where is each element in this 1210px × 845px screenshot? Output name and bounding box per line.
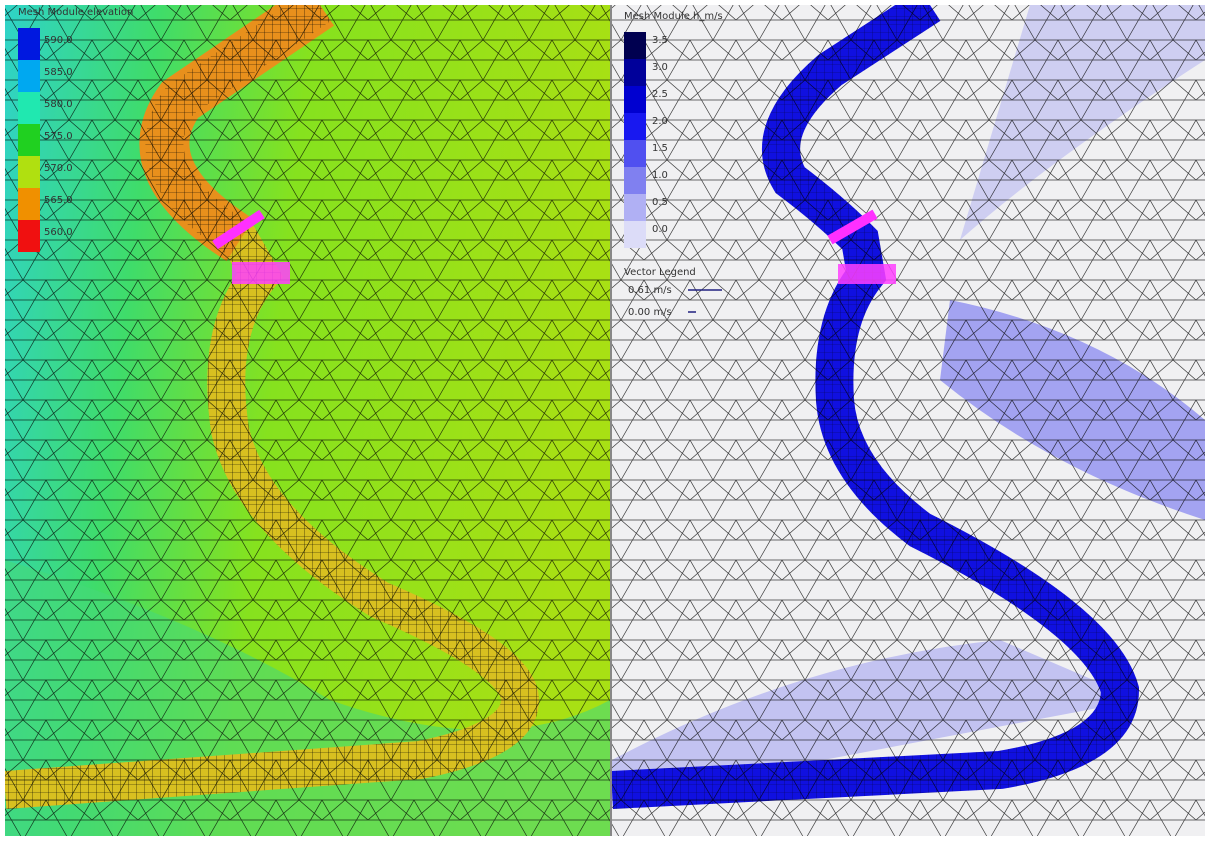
legend-swatch xyxy=(624,86,646,113)
page: Mesh Module elevation Mesh Module h_m/s … xyxy=(0,0,1210,841)
legend-label: 3.5 xyxy=(652,35,668,46)
elevation-legend-title: Mesh Module elevation xyxy=(18,7,133,18)
vector-legend-title: Vector Legend xyxy=(624,267,696,278)
screenshot: Mesh Module elevation Mesh Module h_m/s … xyxy=(0,0,1210,841)
velocity-panel xyxy=(612,5,1205,836)
legend-swatch xyxy=(624,140,646,167)
legend-swatch xyxy=(18,188,40,220)
legend-swatch xyxy=(18,60,40,92)
legend-label: 575.0 xyxy=(44,131,73,142)
legend-label: 560.0 xyxy=(44,227,73,238)
legend-label: 2.5 xyxy=(652,89,668,100)
legend-label: 565.0 xyxy=(44,195,73,206)
legend-swatch xyxy=(18,156,40,188)
legend-swatch xyxy=(624,59,646,86)
legend-label: 585.0 xyxy=(44,67,73,78)
vector-legend-label: 0.61 m/s xyxy=(628,285,672,296)
legend-label: 1.0 xyxy=(652,170,668,181)
legend-swatch xyxy=(624,221,646,248)
legend-label: 3.0 xyxy=(652,62,668,73)
legend-label: 570.0 xyxy=(44,163,73,174)
legend-swatch xyxy=(18,92,40,124)
legend-swatch xyxy=(18,124,40,156)
vector-legend-label: 0.00 m/s xyxy=(628,307,672,318)
legend-label: 580.0 xyxy=(44,99,73,110)
legend-swatch xyxy=(18,28,40,60)
legend-swatch xyxy=(624,32,646,59)
legend-swatch xyxy=(18,220,40,252)
legend-label: 0.5 xyxy=(652,197,668,208)
elevation-panel xyxy=(5,5,610,836)
legend-swatch xyxy=(624,113,646,140)
legend-swatch xyxy=(624,167,646,194)
legend-label: 1.5 xyxy=(652,143,668,154)
legend-label: 590.0 xyxy=(44,35,73,46)
legend-label: 0.0 xyxy=(652,224,668,235)
legend-swatch xyxy=(624,194,646,221)
legend-label: 2.0 xyxy=(652,116,668,127)
velocity-legend-title: Mesh Module h_m/s xyxy=(624,11,723,22)
